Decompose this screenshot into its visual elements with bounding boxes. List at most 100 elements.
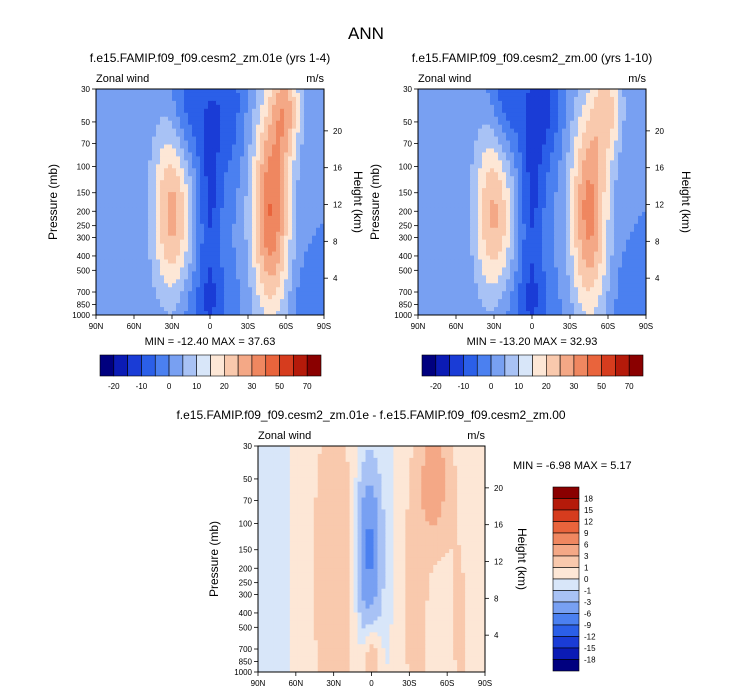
contour-cell	[136, 267, 141, 272]
contour-cell	[320, 231, 324, 237]
contour-cell	[120, 227, 125, 233]
contour-cell	[196, 243, 201, 249]
contour-cell	[502, 188, 507, 193]
contour-cell	[200, 160, 205, 165]
contour-cell	[248, 207, 253, 213]
contour-cell	[128, 112, 133, 118]
contour-cell	[208, 239, 213, 245]
contour-cell	[196, 192, 201, 197]
contour-cell	[252, 104, 257, 110]
contour-cell	[168, 263, 173, 269]
contour-cell	[618, 188, 623, 193]
contour-cell	[558, 136, 563, 142]
contour-cell	[248, 156, 253, 161]
contour-cell	[470, 108, 475, 114]
contour-cell	[482, 192, 487, 197]
contour-cell	[260, 211, 265, 217]
contour-cell	[156, 311, 161, 315]
contour-cell	[188, 263, 193, 269]
contour-cell	[284, 307, 289, 312]
contour-cell	[128, 168, 133, 173]
contour-cell	[614, 176, 619, 181]
contour-cell	[276, 140, 281, 146]
contour-cell	[634, 96, 639, 102]
contour-cell	[164, 132, 169, 138]
contour-cell	[530, 104, 535, 110]
contour-cell	[192, 299, 197, 304]
contour-cell	[252, 140, 257, 146]
contour-cell	[260, 164, 265, 169]
contour-cell	[116, 255, 121, 261]
contour-cell	[180, 299, 185, 304]
contour-cell	[256, 89, 261, 94]
contour-cell	[100, 152, 105, 157]
contour-cell	[124, 164, 129, 169]
contour-cell	[614, 124, 619, 130]
contour-cell	[312, 172, 317, 177]
contour-cell	[276, 116, 281, 122]
contour-cell	[264, 295, 269, 300]
contour-cell	[530, 128, 535, 134]
contour-cell	[502, 176, 507, 181]
contour-cell	[506, 156, 511, 161]
contour-cell	[602, 104, 607, 110]
contour-cell	[264, 263, 269, 269]
contour-cell	[316, 172, 321, 177]
contour-cell	[212, 223, 217, 229]
contour-cell	[526, 164, 531, 169]
contour-cell	[272, 140, 277, 146]
contour-cell	[212, 243, 217, 249]
contour-cell	[534, 152, 539, 157]
contour-cell	[132, 156, 137, 161]
contour-cell	[228, 176, 233, 181]
contour-cell	[630, 168, 635, 173]
contour-cell	[574, 196, 579, 201]
contour-cell	[284, 108, 289, 114]
y-tick-label: 70	[81, 140, 90, 149]
contour-cell	[128, 176, 133, 181]
contour-cell	[300, 243, 305, 249]
contour-cell	[534, 192, 539, 197]
contour-cell	[220, 259, 225, 265]
contour-cell	[252, 192, 257, 197]
contour-cell	[140, 172, 145, 177]
contour-cell	[642, 192, 646, 197]
contour-cell	[140, 307, 145, 312]
contour-cell	[156, 299, 161, 304]
contour-cell	[598, 196, 603, 201]
contour-cell	[140, 148, 145, 154]
contour-cell	[108, 239, 113, 245]
contour-cell	[164, 291, 169, 296]
contour-cell	[300, 148, 305, 154]
contour-cell	[570, 104, 575, 110]
contour-cell	[224, 112, 229, 118]
contour-cell	[264, 200, 269, 205]
contour-cell	[482, 100, 487, 106]
contour-cell	[300, 136, 305, 142]
contour-cell	[470, 184, 475, 189]
contour-cell	[422, 100, 427, 106]
x-tick-label: 0	[208, 322, 213, 331]
contour-cell	[578, 132, 583, 138]
contour-cell	[450, 196, 455, 201]
contour-cell	[308, 92, 313, 98]
contour-cell	[522, 156, 527, 161]
contour-cell	[566, 116, 571, 122]
contour-cell	[160, 291, 165, 296]
contour-cell	[626, 148, 631, 154]
contour-cell	[200, 96, 205, 102]
contour-cell	[164, 140, 169, 146]
contour-cell	[434, 180, 439, 185]
contour-cell	[212, 112, 217, 118]
contour-cell	[108, 168, 113, 173]
contour-cell	[462, 132, 467, 138]
contour-cell	[276, 247, 281, 253]
contour-cell	[320, 184, 324, 189]
contour-cell	[248, 243, 253, 249]
contour-cell	[152, 172, 157, 177]
contour-cell	[422, 160, 427, 165]
contour-cell	[140, 156, 145, 161]
contour-cell	[490, 120, 495, 126]
contour-cell	[116, 148, 121, 154]
contour-cell	[582, 200, 587, 205]
